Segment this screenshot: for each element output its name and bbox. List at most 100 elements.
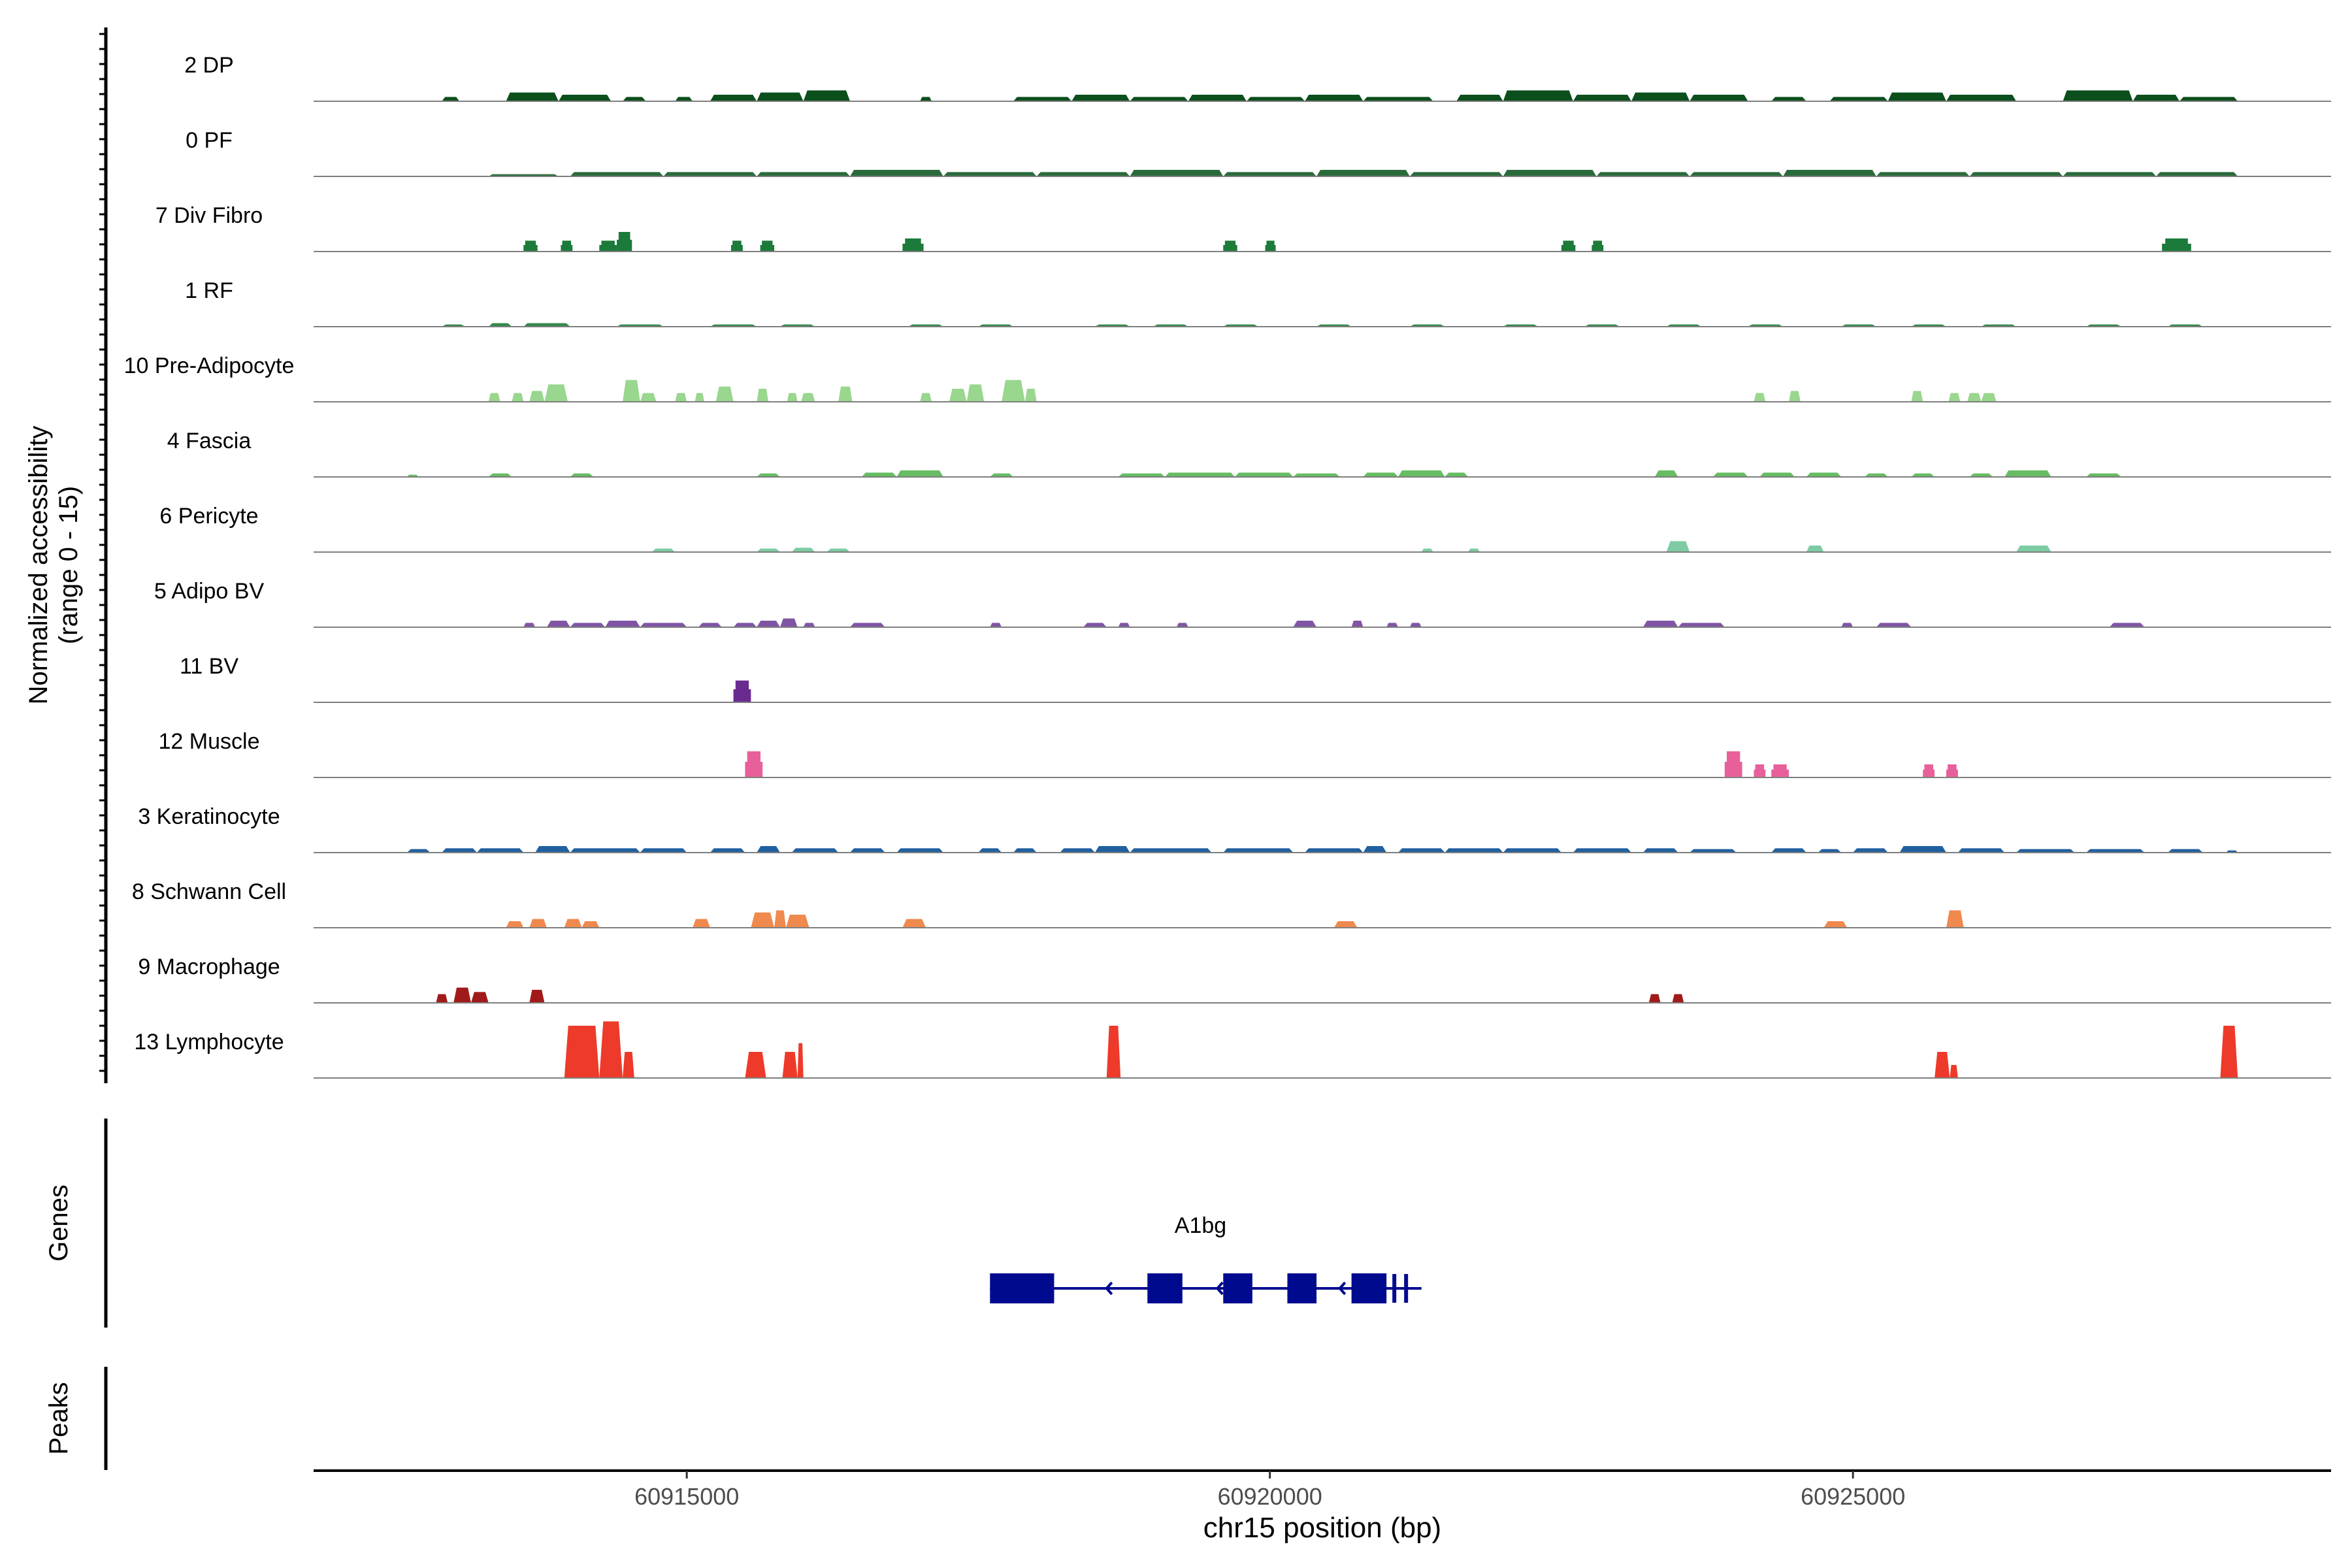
coverage-peak: [1333, 921, 1358, 928]
coverage-peak: [2063, 90, 2133, 101]
coverage-peak: [1771, 848, 1806, 853]
strand-arrow: [1105, 1281, 1113, 1296]
coverage-peak: [896, 470, 943, 477]
coverage-peak: [1223, 848, 1294, 853]
coverage-peak: [760, 240, 775, 252]
gene-name: A1bg: [1175, 1213, 1226, 1238]
coverage-peak: [488, 393, 500, 402]
coverage-peak: [1865, 473, 1888, 477]
coverage-peak: [801, 393, 815, 402]
coverage-peak: [570, 623, 606, 627]
coverage-peak: [2086, 849, 2145, 853]
coverage-peak: [1106, 1026, 1121, 1078]
coverage-peak: [1946, 95, 2017, 101]
coverage-peak: [1818, 849, 1842, 853]
coverage-peak: [570, 172, 664, 176]
coverage-peak: [1690, 849, 1737, 853]
coverage-peak: [1754, 393, 1766, 402]
coverage-peak: [1969, 473, 1993, 477]
coverage-peak: [1631, 92, 1690, 101]
coverage-peak: [1911, 473, 1935, 477]
coverage-peak: [675, 97, 693, 101]
coverage-peak: [1094, 846, 1130, 853]
coverage-peak: [902, 919, 926, 928]
gene-exon: [1351, 1273, 1387, 1303]
coverage-peak: [1503, 848, 1561, 853]
coverage-peak: [1806, 472, 1842, 477]
x-axis-title: chr15 position (bp): [1203, 1512, 1441, 1544]
coverage-peak: [1246, 97, 1305, 101]
track-label: 13 Lymphocyte: [134, 1030, 284, 1054]
coverage-peak: [943, 172, 1037, 176]
track-label: 12 Muscle: [159, 729, 260, 754]
coverage-peak: [1409, 623, 1422, 627]
coverage-peak: [2109, 623, 2145, 627]
coverage-peak: [2156, 172, 2238, 176]
coverage-peak: [850, 848, 885, 853]
coverage-peak: [1573, 95, 1632, 101]
coverage-peak: [1876, 172, 1970, 176]
x-axis: 60915000 60920000 60925000 chr15 position …: [314, 1469, 2331, 1544]
coverage-peak: [1806, 546, 1824, 552]
x-tick-label: 60925000: [1801, 1483, 1905, 1510]
coverage-peak: [2179, 97, 2238, 101]
gene-model: A1bg: [990, 1213, 1422, 1303]
track: 6 Pericyte: [159, 504, 2331, 553]
coverage-peak: [1398, 470, 1445, 477]
track: 11 BV: [180, 654, 2331, 703]
coverage-peak: [861, 472, 897, 477]
gene-exon: [1147, 1273, 1183, 1303]
coverage-peak: [1456, 95, 1503, 101]
coverage-peak: [1130, 97, 1188, 101]
track-label: 8 Schwann Cell: [132, 879, 286, 904]
track: 4 Fascia: [167, 429, 2331, 478]
coverage-peak: [797, 1043, 804, 1078]
coverage-peak: [1957, 848, 2005, 853]
coverage-peak: [1935, 1052, 1950, 1078]
coverage-peak: [663, 172, 757, 176]
x-axis-ticks: 60915000 60920000 60925000: [634, 1471, 1905, 1510]
coverage-peak: [1293, 473, 1340, 477]
coverage-peak: [715, 386, 734, 402]
coverage-peak: [1503, 170, 1597, 176]
coverage-peak: [757, 92, 804, 101]
coverage-peak: [1421, 548, 1433, 552]
track: 8 Schwann Cell: [132, 879, 2331, 928]
coverage-peak: [949, 389, 967, 402]
coverage-peak: [640, 848, 687, 853]
coverage-peak: [1013, 848, 1037, 853]
coverage-peak: [1165, 472, 1235, 477]
coverage-peak: [757, 548, 780, 552]
track-label: 3 Keratinocyte: [138, 804, 280, 829]
coverage-peak: [1923, 764, 1935, 777]
coverage-peak: [1690, 95, 1748, 101]
coverage-peak: [751, 912, 775, 928]
coverage-peak: [1759, 472, 1795, 477]
coverage-peak: [2168, 849, 2203, 853]
coverage-peak: [990, 473, 1013, 477]
coverage-peak: [1946, 910, 1964, 928]
coverage-peak: [623, 97, 646, 101]
coverage-peak: [1678, 623, 1725, 627]
coverage-peak: [787, 393, 798, 402]
coverage-peak: [2132, 95, 2180, 101]
coverage-peak: [803, 90, 851, 101]
coverage-peak: [791, 547, 815, 552]
y-axis-title: Normalized accessibility (range 0 - 15): [24, 426, 83, 705]
coverage-peak: [476, 848, 524, 853]
strand-arrow: [1215, 1281, 1224, 1296]
coverage-peak: [488, 323, 512, 327]
track-label: 9 Macrophage: [138, 955, 280, 979]
strand-arrow: [1338, 1281, 1347, 1296]
coverage-peak: [1363, 846, 1387, 853]
coverage-peak: [1176, 623, 1188, 627]
coverage-peak: [1130, 848, 1212, 853]
gene-exon: [1223, 1273, 1252, 1303]
genes-panel: Genes A1bg: [44, 1119, 1422, 1328]
coverage-peak: [1950, 1065, 1958, 1078]
coverage-peak: [850, 623, 885, 627]
coverage-peak: [599, 240, 617, 252]
coverage-peak: [1316, 170, 1410, 176]
gene-exon: [990, 1273, 1054, 1303]
coverage-peak: [1351, 621, 1364, 627]
